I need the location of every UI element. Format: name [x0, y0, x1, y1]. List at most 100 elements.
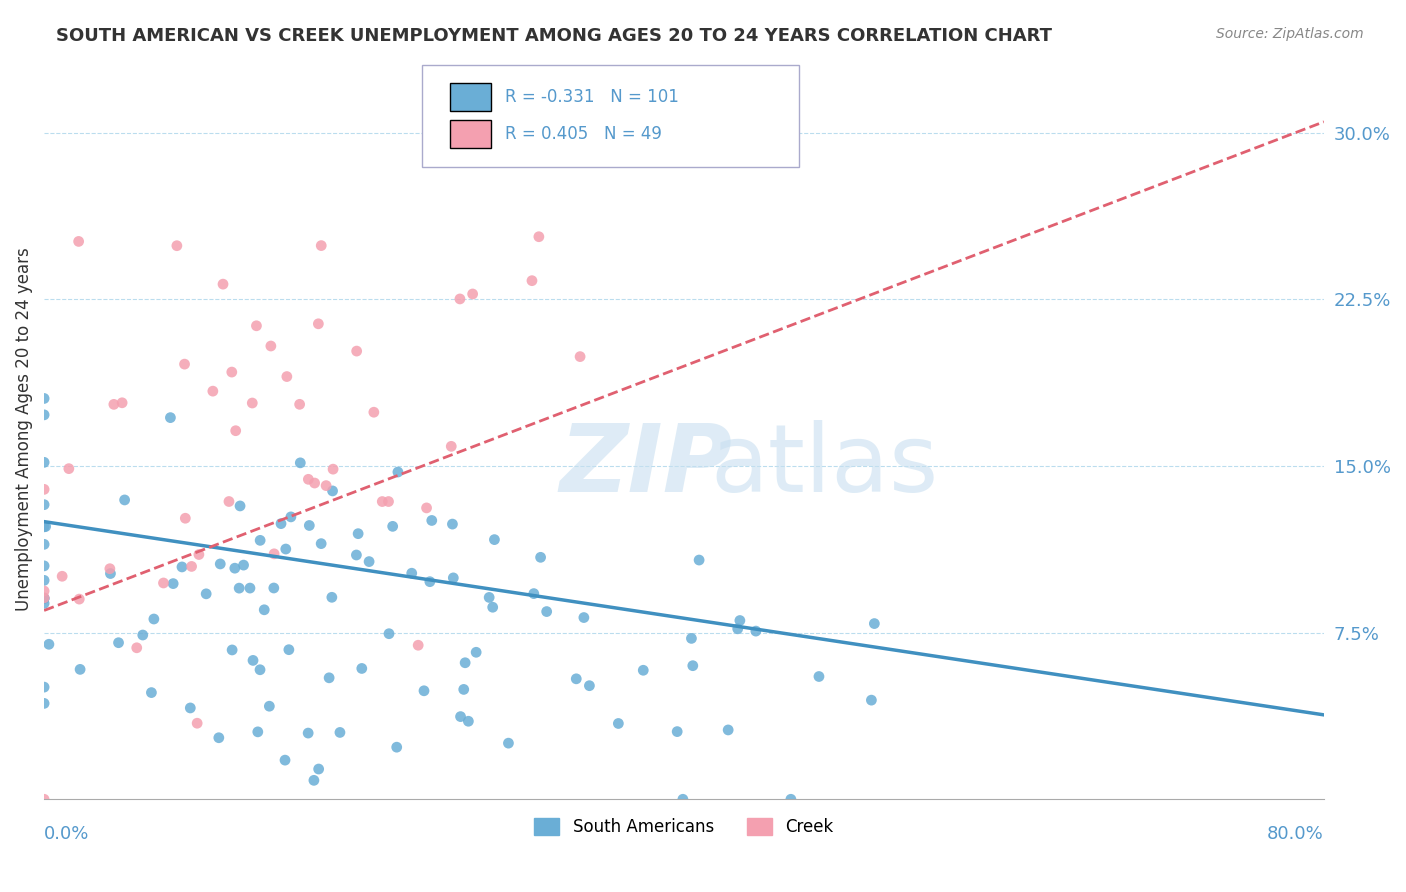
Point	[209, 557, 232, 571]
Point	[179, 701, 201, 715]
Point	[377, 494, 399, 508]
Text: 0.0%: 0.0%	[44, 825, 90, 843]
Point	[111, 396, 134, 410]
Point	[350, 661, 373, 675]
Point	[180, 559, 202, 574]
Point	[32, 680, 55, 694]
Point	[344, 548, 367, 562]
Point	[449, 292, 471, 306]
Point	[245, 318, 267, 333]
FancyBboxPatch shape	[450, 120, 491, 148]
Point	[34, 519, 56, 533]
Point	[187, 548, 209, 562]
Point	[569, 350, 592, 364]
Point	[315, 478, 337, 492]
Point	[681, 632, 703, 646]
Text: R = 0.405   N = 49: R = 0.405 N = 49	[505, 125, 662, 144]
Legend: South Americans, Creek: South Americans, Creek	[527, 811, 841, 843]
Point	[401, 566, 423, 581]
Point	[523, 586, 546, 600]
Point	[32, 574, 55, 588]
Text: R = -0.331   N = 101: R = -0.331 N = 101	[505, 88, 679, 106]
Point	[51, 569, 73, 583]
Point	[381, 519, 404, 533]
Point	[308, 762, 330, 776]
Point	[727, 622, 749, 636]
Point	[745, 624, 768, 639]
Point	[32, 537, 55, 551]
Point	[228, 581, 250, 595]
Point	[173, 357, 195, 371]
Point	[263, 581, 285, 595]
Point	[32, 408, 55, 422]
Point	[666, 724, 689, 739]
Point	[162, 576, 184, 591]
Point	[378, 626, 401, 640]
Point	[32, 558, 55, 573]
Point	[249, 533, 271, 548]
Point	[260, 339, 283, 353]
Point	[359, 555, 381, 569]
FancyBboxPatch shape	[450, 83, 491, 112]
Point	[481, 600, 503, 615]
Point	[232, 558, 254, 573]
Point	[453, 682, 475, 697]
Point	[441, 103, 464, 117]
Point	[309, 536, 332, 550]
Point	[170, 560, 193, 574]
Point	[322, 483, 344, 498]
Point	[347, 526, 370, 541]
Point	[32, 591, 55, 606]
Point	[221, 365, 243, 379]
Point	[98, 562, 121, 576]
Point	[274, 542, 297, 557]
Point	[32, 498, 55, 512]
Point	[863, 616, 886, 631]
FancyBboxPatch shape	[422, 65, 799, 167]
Point	[450, 709, 472, 723]
Point	[32, 520, 55, 534]
Point	[142, 612, 165, 626]
Point	[224, 561, 246, 575]
Point	[218, 494, 240, 508]
Point	[322, 462, 344, 476]
Point	[246, 724, 269, 739]
Point	[565, 672, 588, 686]
Point	[318, 671, 340, 685]
Point	[304, 476, 326, 491]
Y-axis label: Unemployment Among Ages 20 to 24 years: Unemployment Among Ages 20 to 24 years	[15, 248, 32, 611]
Point	[457, 714, 479, 729]
Point	[58, 461, 80, 475]
Point	[107, 636, 129, 650]
Text: SOUTH AMERICAN VS CREEK UNEMPLOYMENT AMONG AGES 20 TO 24 YEARS CORRELATION CHART: SOUTH AMERICAN VS CREEK UNEMPLOYMENT AMO…	[56, 27, 1052, 45]
Point	[385, 740, 408, 755]
Point	[420, 513, 443, 527]
Point	[309, 238, 332, 252]
Point	[419, 574, 441, 589]
Point	[32, 591, 55, 605]
Point	[465, 645, 488, 659]
Point	[174, 511, 197, 525]
Point	[728, 614, 751, 628]
Point	[280, 509, 302, 524]
Point	[100, 566, 122, 581]
Point	[461, 287, 484, 301]
Point	[225, 424, 247, 438]
Point	[633, 663, 655, 677]
Point	[441, 517, 464, 532]
Point	[249, 663, 271, 677]
Point	[329, 725, 352, 739]
Point	[32, 697, 55, 711]
Point	[860, 693, 883, 707]
Point	[242, 653, 264, 667]
Point	[32, 392, 55, 406]
Point	[415, 500, 437, 515]
Text: Source: ZipAtlas.com: Source: ZipAtlas.com	[1216, 27, 1364, 41]
Point	[297, 726, 319, 740]
Text: atlas: atlas	[710, 420, 939, 512]
Point	[441, 571, 464, 585]
Point	[276, 369, 298, 384]
Point	[114, 492, 136, 507]
Point	[363, 405, 385, 419]
Point	[290, 456, 312, 470]
